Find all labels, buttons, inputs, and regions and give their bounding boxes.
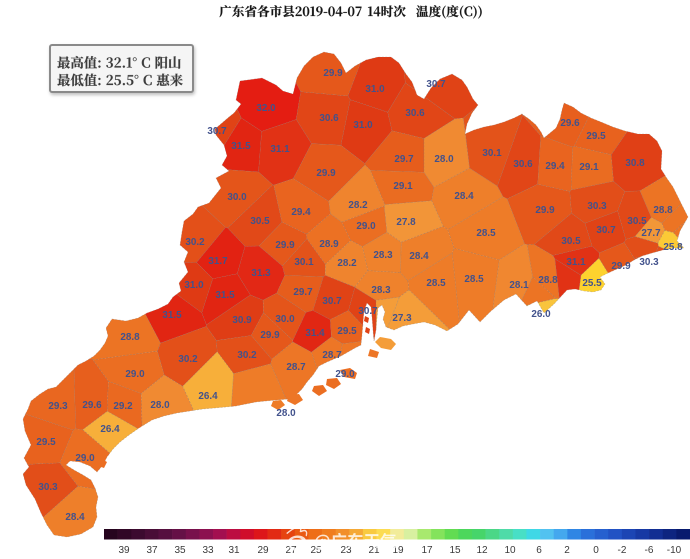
svg-text:30.7: 30.7	[322, 296, 342, 307]
svg-text:28.8: 28.8	[538, 275, 558, 286]
svg-text:31.4: 31.4	[305, 328, 325, 339]
svg-text:30.6: 30.6	[319, 113, 339, 124]
svg-text:30.6: 30.6	[405, 108, 425, 119]
svg-text:28.0: 28.0	[150, 400, 170, 411]
svg-text:29.3: 29.3	[48, 401, 68, 412]
svg-text:28.8: 28.8	[653, 205, 673, 216]
svg-text:30.1: 30.1	[482, 148, 502, 159]
svg-text:29.7: 29.7	[394, 154, 414, 165]
svg-text:29.9: 29.9	[535, 205, 555, 216]
svg-text:30.0: 30.0	[275, 314, 295, 325]
svg-text:28.4: 28.4	[65, 512, 85, 523]
svg-text:30.3: 30.3	[587, 201, 607, 212]
svg-text:31.1: 31.1	[566, 257, 586, 268]
svg-text:29.0: 29.0	[75, 453, 95, 464]
svg-text:30.8: 30.8	[625, 158, 645, 169]
svg-text:29.6: 29.6	[82, 400, 102, 411]
svg-text:30.7: 30.7	[358, 306, 378, 317]
svg-text:28.3: 28.3	[371, 285, 391, 296]
svg-text:26.0: 26.0	[531, 309, 551, 320]
svg-text:29.1: 29.1	[579, 162, 599, 173]
svg-text:30.9: 30.9	[232, 315, 252, 326]
svg-text:30.5: 30.5	[627, 216, 647, 227]
svg-text:30.2: 30.2	[237, 350, 257, 361]
svg-text:30.1: 30.1	[294, 257, 314, 268]
svg-text:29.6: 29.6	[560, 118, 580, 129]
svg-text:27.3: 27.3	[392, 313, 412, 324]
svg-text:28.0: 28.0	[434, 154, 454, 165]
svg-text:30.6: 30.6	[513, 159, 533, 170]
svg-text:31.5: 31.5	[215, 290, 235, 301]
svg-text:32.0: 32.0	[256, 103, 276, 114]
svg-text:28.4: 28.4	[454, 191, 474, 202]
svg-text:31.0: 31.0	[184, 280, 204, 291]
svg-text:25.5: 25.5	[582, 278, 602, 289]
svg-text:29.1: 29.1	[393, 181, 413, 192]
svg-text:28.4: 28.4	[409, 251, 429, 262]
svg-text:29.0: 29.0	[335, 369, 355, 380]
svg-text:30.0: 30.0	[227, 192, 247, 203]
svg-text:29.2: 29.2	[113, 401, 133, 412]
svg-text:30.2: 30.2	[185, 237, 205, 248]
svg-text:31.1: 31.1	[270, 144, 290, 155]
svg-text:31.0: 31.0	[365, 84, 385, 95]
svg-text:29.9: 29.9	[260, 330, 280, 341]
svg-text:30.5: 30.5	[561, 236, 581, 247]
svg-text:28.5: 28.5	[426, 278, 446, 289]
svg-text:29.5: 29.5	[337, 326, 357, 337]
svg-text:29.7: 29.7	[293, 287, 313, 298]
svg-text:28.2: 28.2	[337, 258, 357, 269]
svg-text:30.3: 30.3	[38, 482, 58, 493]
svg-text:26.4: 26.4	[198, 391, 218, 402]
svg-text:27.7: 27.7	[641, 228, 661, 239]
svg-text:31.5: 31.5	[162, 310, 182, 321]
svg-text:29.4: 29.4	[545, 161, 565, 172]
svg-text:29.9: 29.9	[323, 68, 343, 79]
svg-text:28.8: 28.8	[120, 332, 140, 343]
svg-text:29.5: 29.5	[36, 437, 56, 448]
svg-text:30.7: 30.7	[426, 79, 446, 90]
svg-text:29.4: 29.4	[291, 207, 311, 218]
svg-text:27.8: 27.8	[396, 217, 416, 228]
svg-text:30.7: 30.7	[596, 225, 616, 236]
svg-text:28.5: 28.5	[464, 274, 484, 285]
svg-text:30.7: 30.7	[207, 126, 227, 137]
svg-text:28.7: 28.7	[286, 362, 306, 373]
svg-text:29.0: 29.0	[356, 221, 376, 232]
svg-text:29.9: 29.9	[316, 168, 336, 179]
svg-text:28.2: 28.2	[348, 200, 368, 211]
svg-text:29.5: 29.5	[586, 131, 606, 142]
svg-text:29.9: 29.9	[611, 261, 631, 272]
svg-text:28.0: 28.0	[276, 408, 296, 419]
svg-text:31.3: 31.3	[251, 268, 271, 279]
svg-text:30.5: 30.5	[250, 216, 270, 227]
svg-text:29.0: 29.0	[125, 369, 145, 380]
svg-text:31.7: 31.7	[208, 256, 228, 267]
svg-text:31.5: 31.5	[231, 141, 251, 152]
svg-text:28.3: 28.3	[373, 250, 393, 261]
svg-text:28.7: 28.7	[322, 350, 342, 361]
svg-text:28.1: 28.1	[509, 280, 529, 291]
svg-text:31.0: 31.0	[353, 120, 373, 131]
svg-text:28.9: 28.9	[319, 239, 339, 250]
svg-text:25.8: 25.8	[663, 242, 683, 253]
svg-text:26.4: 26.4	[100, 424, 120, 435]
svg-text:29.9: 29.9	[275, 240, 295, 251]
svg-text:30.2: 30.2	[178, 354, 198, 365]
svg-text:28.5: 28.5	[476, 228, 496, 239]
svg-text:30.3: 30.3	[639, 257, 659, 268]
